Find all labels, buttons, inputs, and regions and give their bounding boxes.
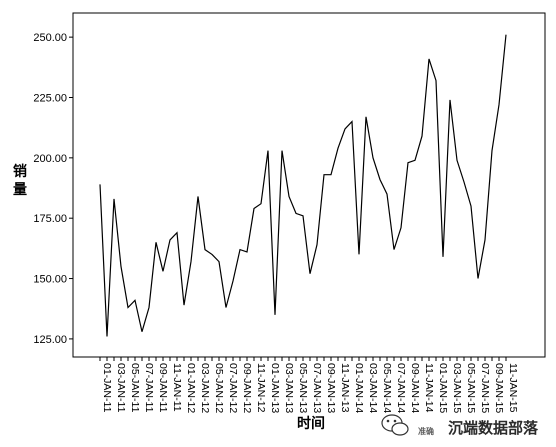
x-tick-label: 03-JAN-15 [451,363,463,413]
y-tick-label: 175.00 [33,213,67,225]
x-axis: 01-JAN-11 03-JAN-11 05-JAN-11 07-JAN-11 09-J… [99,357,519,413]
x-tick-label: 07-JAN-15 [479,363,491,413]
y-tick-label: 200.00 [33,153,67,165]
y-axis-label-1: 销 [13,163,27,180]
x-tick-label: 11-JAN-12 [255,363,267,413]
x-tick-label: 01-JAN-14 [353,363,365,413]
x-tick-label: 09-JAN-12 [241,363,253,413]
series-line [99,34,507,337]
x-tick-label: 03-JAN-12 [199,363,211,413]
y-tick-label: 225.00 [33,92,67,104]
wechat-bubble-icon [381,414,409,436]
x-tick-label: 09-JAN-11 [157,363,169,413]
y-axis: 125.00 150.00 175.00 200.00 225.00 250.00 [33,32,73,346]
x-tick-label: 11-JAN-15 [507,363,519,413]
x-tick-label: 03-JAN-13 [283,363,295,413]
x-tick-label: 01-JAN-11 [101,363,113,413]
watermark: 准确 沉端数据部落 [381,414,539,437]
x-tick-label: 07-JAN-11 [143,363,155,413]
x-tick-label: 01-JAN-12 [185,363,197,413]
x-tick-label: 07-JAN-12 [227,363,239,413]
x-axis-label: 时间 [297,415,325,432]
y-tick-label: 125.00 [33,334,67,346]
x-tick-label: 07-JAN-13 [311,363,323,413]
x-tick-label: 01-JAN-13 [269,363,281,413]
x-tick-label: 11-JAN-11 [171,363,183,412]
x-tick-label: 07-JAN-14 [395,363,407,413]
x-tick-label: 01-JAN-15 [437,363,449,413]
y-tick-label: 150.00 [33,274,67,286]
x-tick-label: 05-JAN-13 [297,363,309,413]
x-tick-label: 03-JAN-11 [115,363,127,413]
x-tick-label: 11-JAN-13 [339,363,351,413]
y-axis-label-2: 量 [13,182,27,198]
x-tick-label: 09-JAN-15 [493,363,505,413]
x-tick-label: 09-JAN-13 [325,363,337,413]
x-tick-label: 09-JAN-14 [409,363,421,413]
x-tick-label: 05-JAN-11 [129,363,141,413]
x-tick-label: 03-JAN-14 [367,363,379,413]
x-tick-label: 05-JAN-15 [465,363,477,413]
x-tick-label: 05-JAN-14 [381,363,393,413]
y-tick-label: 250.00 [33,32,67,44]
x-tick-label: 11-JAN-14 [423,363,435,413]
watermark-small-text: 准确 [418,426,434,436]
x-tick-label: 05-JAN-12 [213,363,225,413]
plot-area [72,12,546,358]
watermark-text: 沉端数据部落 [448,419,539,437]
